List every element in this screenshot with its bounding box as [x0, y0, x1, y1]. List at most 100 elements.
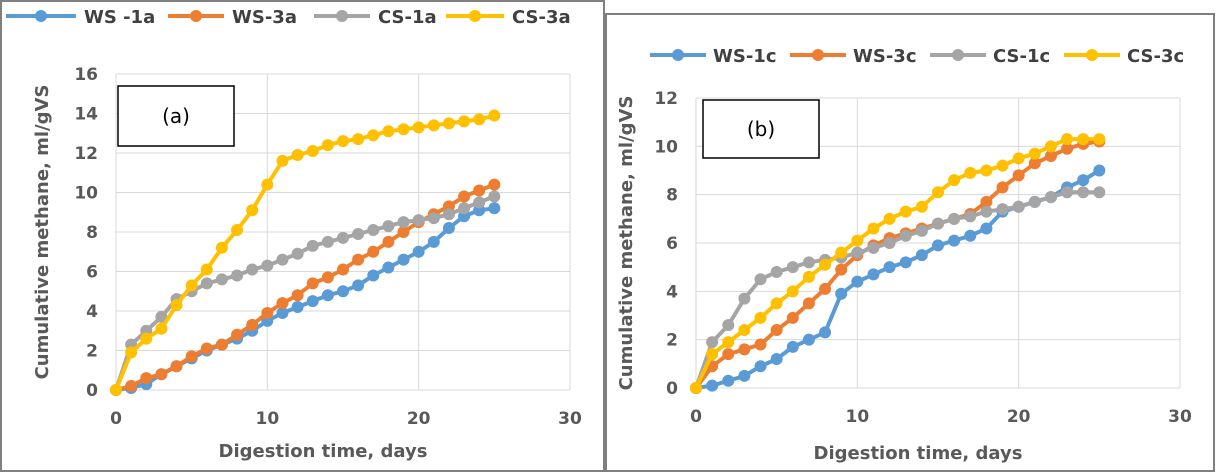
y-tick-label: 12 [654, 89, 678, 109]
legend-marker [35, 10, 47, 22]
data-point [770, 266, 783, 278]
data-point [367, 224, 380, 237]
data-point [125, 380, 138, 393]
data-point [738, 324, 751, 336]
data-point [1044, 150, 1057, 162]
data-point [1061, 142, 1074, 155]
series-line-CS-1c [694, 190, 1100, 389]
data-point [964, 166, 977, 179]
data-point [458, 202, 471, 215]
data-point [964, 210, 977, 223]
data-point [382, 220, 395, 233]
data-point [412, 121, 425, 134]
data-point [948, 234, 961, 247]
panel-label-box [117, 85, 235, 147]
data-point [382, 125, 395, 138]
data-point [155, 322, 168, 335]
data-point [948, 174, 961, 187]
y-axis-label: Cumulative methane, ml/gVS [32, 85, 53, 380]
y-tick-label: 8 [666, 186, 678, 206]
data-point [246, 263, 259, 276]
chart-legend-b: WS-1c WS-3c CS-1c CS-3c [650, 46, 1184, 67]
data-point [964, 229, 977, 242]
data-point [321, 235, 334, 248]
data-point [770, 324, 783, 336]
data-point [770, 297, 783, 310]
data-point [397, 226, 410, 238]
data-point [200, 263, 213, 276]
data-point [155, 368, 168, 381]
legend-marker [190, 10, 202, 22]
data-point [819, 326, 832, 339]
data-point [291, 148, 304, 161]
data-point [932, 186, 944, 199]
data-point [306, 277, 319, 290]
data-point [458, 115, 471, 128]
data-point [980, 195, 993, 208]
data-point [690, 382, 702, 394]
data-point [754, 311, 767, 324]
x-tick-label: 30 [1168, 407, 1192, 427]
data-point [802, 297, 815, 310]
data-point [231, 328, 244, 341]
data-point [488, 202, 501, 215]
data-point [215, 338, 228, 351]
data-point [337, 135, 349, 148]
data-point [185, 350, 198, 363]
data-point [367, 129, 380, 142]
data-point [291, 301, 304, 314]
legend-marker [336, 10, 348, 22]
legend-label: WS-3a [232, 7, 297, 28]
y-tick-label: 4 [86, 302, 98, 322]
data-point [352, 279, 365, 292]
y-tick-label: 8 [86, 223, 98, 243]
x-tick-label: 0 [110, 409, 122, 429]
legend-label: WS-3c [853, 46, 916, 67]
legend-label: CS-3c [1127, 46, 1184, 67]
data-point [883, 261, 896, 274]
data-point [276, 306, 289, 319]
legend-marker [952, 49, 964, 61]
data-point [306, 145, 319, 158]
legend-marker [469, 10, 481, 22]
x-axis-label: Digestion time, days [219, 441, 428, 462]
legend-marker [672, 49, 684, 61]
data-point [996, 203, 1009, 216]
data-point [215, 241, 228, 254]
data-point [321, 139, 334, 152]
data-point [867, 268, 880, 281]
data-point [246, 318, 259, 331]
data-point [722, 319, 735, 332]
legend-marker [1086, 49, 1098, 61]
y-tick-label: 2 [666, 331, 678, 351]
data-point [851, 234, 864, 247]
data-point [367, 269, 380, 282]
data-point [488, 109, 501, 122]
data-point [1028, 195, 1041, 208]
legend-label: CS-1c [993, 46, 1050, 67]
data-point [915, 200, 928, 213]
data-point [140, 372, 153, 385]
data-point [261, 259, 274, 272]
data-point [442, 117, 455, 130]
data-point [1012, 200, 1025, 213]
data-point [170, 299, 183, 312]
data-point [231, 269, 244, 282]
data-point [835, 263, 848, 276]
data-point [427, 212, 440, 225]
data-point [899, 205, 912, 218]
data-point [427, 119, 440, 132]
y-tick-label: 4 [666, 282, 678, 302]
legend-label: CS-3a [512, 7, 571, 28]
panel-b-frame [605, 13, 1215, 472]
x-tick-label: 0 [690, 407, 702, 427]
data-point [231, 224, 244, 237]
data-point [786, 340, 799, 353]
y-axis-label: Cumulative methane, ml/gVS [616, 96, 637, 391]
data-point [786, 285, 799, 298]
data-point [306, 239, 319, 252]
data-point [932, 239, 944, 252]
data-point [948, 212, 961, 225]
data-point [488, 190, 501, 203]
data-point [337, 285, 349, 298]
